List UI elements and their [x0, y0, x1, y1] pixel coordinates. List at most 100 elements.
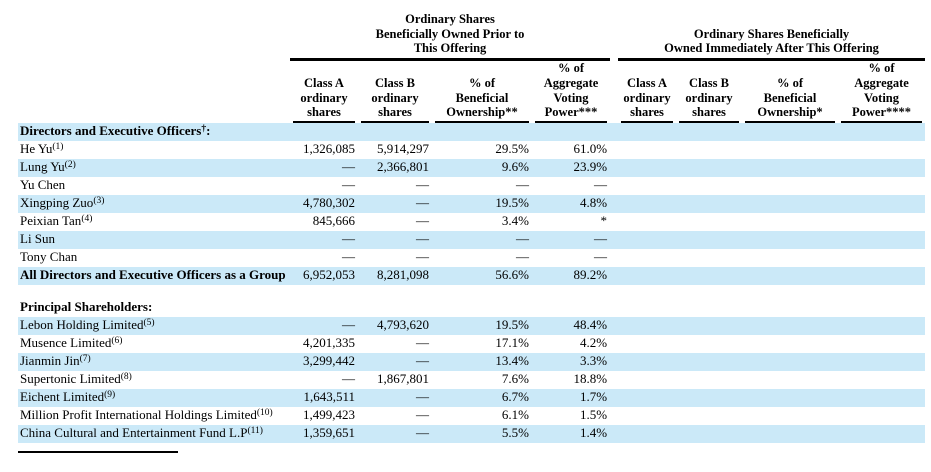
holder-name: Lung Yu — [20, 159, 65, 174]
value-cell-prior: — — [342, 249, 355, 264]
value-cell-prior: 17.1% — [495, 335, 529, 350]
value-cell-prior: 29.5% — [495, 141, 529, 156]
group-gap-cell — [610, 299, 618, 317]
value-cell-prior: 61.0% — [573, 141, 608, 156]
value-cell-prior: — — [358, 425, 432, 443]
group-gap — [610, 4, 618, 60]
value-cell-after — [618, 317, 677, 335]
holder-name-cell: All Directors and Executive Officers as … — [18, 267, 290, 285]
holder-name: China Cultural and Entertainment Fund L.… — [20, 425, 248, 440]
value-cell-prior: 13.4% — [432, 353, 532, 371]
table-row: All Directors and Executive Officers as … — [18, 267, 926, 285]
holder-name: Peixian Tan — [20, 213, 82, 228]
value-cell-after — [618, 389, 677, 407]
value-cell-prior: 6,952,053 — [290, 267, 358, 285]
col-header-prior-voting-power: % of Aggregate Voting Power*** — [532, 60, 610, 123]
value-cell-after — [838, 249, 925, 267]
value-cell-prior: 9.6% — [432, 159, 532, 177]
value-cell-after — [742, 335, 838, 353]
table-row: Yu Chen — — — — — [18, 177, 925, 195]
value-cell-prior — [432, 299, 532, 317]
value-cell-after — [676, 231, 743, 249]
value-cell-after — [618, 299, 676, 317]
holder-name: Musence Limited — [20, 335, 112, 350]
value-cell-prior — [432, 123, 532, 141]
value-cell-after — [618, 231, 677, 249]
value-cell-prior: 1.4% — [532, 425, 611, 443]
holder-name: Xingping Zuo — [20, 195, 94, 210]
holder-name: Lebon Holding Limited — [20, 317, 144, 332]
value-cell-prior: — — [358, 231, 432, 249]
value-cell-after — [838, 407, 925, 425]
value-cell-after — [838, 317, 926, 335]
value-cell-after — [838, 353, 926, 371]
value-cell-after — [838, 371, 925, 389]
value-cell-after — [742, 353, 839, 371]
value-cell-after — [742, 407, 838, 425]
group-gap-cell — [610, 425, 619, 443]
value-cell-after — [676, 195, 743, 213]
holder-name-cell: Yu Chen — [18, 177, 290, 195]
footnote-reference: (11) — [247, 425, 263, 436]
value-cell-after — [742, 389, 839, 407]
value-cell-prior: 5.5% — [432, 425, 532, 443]
value-cell-prior — [358, 123, 432, 141]
holder-name: Principal Shareholders — [20, 299, 148, 314]
value-cell-prior: — — [290, 231, 358, 249]
value-cell-prior — [290, 299, 358, 317]
value-cell-prior: 1.7% — [532, 389, 611, 407]
value-cell-prior: — — [594, 177, 608, 192]
value-cell-after — [742, 425, 839, 443]
holder-name-cell: China Cultural and Entertainment Fund L.… — [18, 425, 290, 443]
table-row: Directors and Executive Officers†: — [18, 123, 926, 141]
holder-name-suffix: : — [206, 123, 211, 138]
value-cell-prior: 1,867,801 — [377, 371, 429, 386]
footnote-reference: (1) — [52, 141, 64, 152]
beneficial-ownership-table: Ordinary Shares Beneficially Owned Prior… — [18, 4, 926, 443]
holder-name-cell: Principal Shareholders: — [18, 299, 290, 317]
table-row: Xingping Zuo(3) 4,780,302—19.5% 4.8% — [18, 195, 926, 213]
value-cell-after — [742, 249, 838, 267]
name-column-spacer — [18, 60, 290, 124]
col-header-label: % of Beneficial Ownership* — [745, 76, 836, 123]
value-cell-prior: 1,643,511 — [290, 389, 358, 407]
group-gap-cell — [610, 389, 619, 407]
col-header-label: % of Aggregate Voting Power**** — [841, 61, 923, 123]
group-gap-cell — [610, 353, 619, 371]
holder-name: All Directors and Executive Officers as … — [20, 267, 286, 282]
value-cell-prior: 2,366,801 — [358, 159, 432, 177]
value-cell-prior: 4,201,335 — [303, 335, 355, 350]
holder-name-cell: Li Sun — [18, 231, 290, 249]
col-header-label: Class A ordinary shares — [621, 76, 674, 123]
value-cell-prior: * — [600, 213, 608, 228]
spacer-cell — [18, 285, 926, 299]
value-cell-after — [618, 141, 676, 159]
holder-name: Tony Chan — [20, 249, 78, 264]
value-cell-prior: 89.2% — [532, 267, 611, 285]
value-cell-after — [676, 299, 742, 317]
value-cell-after — [742, 299, 838, 317]
holder-name: Million Profit International Holdings Li… — [20, 407, 257, 422]
holder-name: Eichent Limited — [20, 389, 105, 404]
value-cell-after — [742, 159, 839, 177]
col-header-label: Class A ordinary shares — [293, 76, 355, 123]
holder-name: Directors and Executive Officers — [20, 123, 202, 138]
value-cell-prior: 18.8% — [573, 371, 608, 386]
value-cell-after — [838, 425, 926, 443]
value-cell-after — [618, 213, 676, 231]
value-cell-prior: 1,326,085 — [303, 141, 355, 156]
footnote-reference: (5) — [143, 317, 155, 328]
col-header-prior-beneficial-ownership: % of Beneficial Ownership** — [432, 60, 532, 123]
value-cell-after — [618, 425, 677, 443]
value-cell-prior: 7.6% — [501, 371, 529, 386]
table-row: Eichent Limited(9) 1,643,511—6.7% 1.7% — [18, 389, 926, 407]
column-header-row: Class A ordinary shares Class B ordinary… — [18, 60, 925, 124]
value-cell-after — [618, 177, 676, 195]
holder-name-cell: Directors and Executive Officers†: — [18, 123, 290, 141]
value-cell-after — [618, 267, 677, 285]
spacer-row — [18, 285, 926, 299]
value-cell-prior: — — [358, 195, 432, 213]
value-cell-prior: — — [432, 231, 532, 249]
value-cell-prior — [532, 123, 611, 141]
col-header-label: Class B ordinary shares — [361, 76, 429, 123]
